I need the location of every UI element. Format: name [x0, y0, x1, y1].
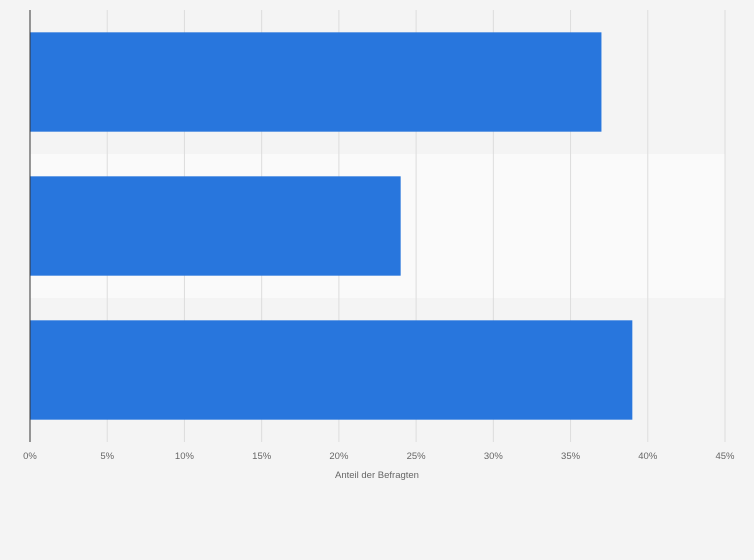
bar-1 — [30, 176, 401, 276]
x-tick-labels: 0% 5% 10% 15% 20% 25% 30% 35% 40% 45% — [23, 451, 735, 462]
x-tick-label-25: 25% — [407, 451, 427, 462]
x-tick-label-5: 5% — [100, 451, 114, 462]
x-tick-label-10: 10% — [175, 451, 195, 462]
x-tick-label-0: 0% — [23, 451, 37, 462]
x-tick-label-30: 30% — [484, 451, 504, 462]
x-tick-label-35: 35% — [561, 451, 581, 462]
x-tick-label-20: 20% — [329, 451, 349, 462]
bar-0 — [30, 32, 602, 132]
x-tick-label-15: 15% — [252, 451, 272, 462]
bar-2 — [30, 320, 633, 420]
x-tick-label-40: 40% — [638, 451, 658, 462]
x-axis-title: Anteil der Befragten — [335, 470, 419, 481]
bars — [30, 32, 633, 420]
x-tick-label-45: 45% — [715, 451, 735, 462]
